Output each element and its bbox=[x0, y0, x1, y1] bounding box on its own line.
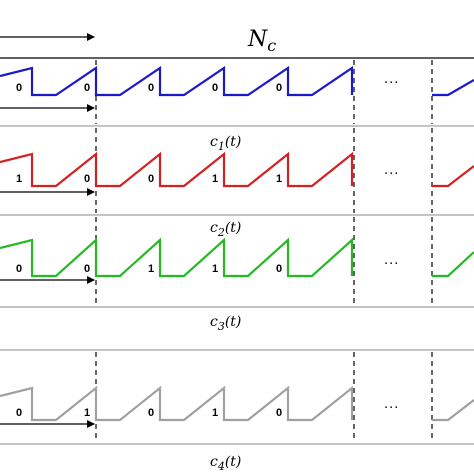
code-bit-label: 1 bbox=[16, 173, 22, 185]
code-bit-label: 1 bbox=[212, 407, 218, 419]
code-bit-label: 1 bbox=[276, 173, 282, 185]
code-bit-label: 1 bbox=[84, 407, 90, 419]
code-bit-label: 1 bbox=[212, 263, 218, 275]
code-bit-label: 0 bbox=[16, 263, 22, 275]
ellipsis: ··· bbox=[384, 257, 399, 272]
code-bit-label: 0 bbox=[148, 407, 154, 419]
code-bit-label: 0 bbox=[148, 82, 154, 94]
code-waveform-tail bbox=[432, 79, 474, 97]
code-waveform bbox=[0, 151, 354, 188]
code-bit-label: 0 bbox=[16, 82, 22, 94]
ellipsis: ··· bbox=[384, 76, 399, 91]
code-bit-label: 0 bbox=[16, 407, 22, 419]
code-rows: ···0 0 0 0 0c1(t)···1 0 0 1 1c2(t)···0 0 1 1 0c3(t)·… bbox=[0, 60, 474, 473]
code-caption: c4(t) bbox=[210, 454, 241, 473]
code-caption: c1(t) bbox=[210, 134, 241, 153]
code-bit-label: 0 bbox=[148, 173, 154, 185]
ellipsis: ··· bbox=[384, 401, 399, 416]
code-waveform-tail bbox=[432, 165, 474, 188]
code-waveform bbox=[0, 385, 354, 422]
code-bit-label: 0 bbox=[276, 263, 282, 275]
code-bit-label: 1 bbox=[148, 263, 154, 275]
code-row-4: ··· 0 1 0 1 0 c4(t) bbox=[0, 349, 474, 473]
nc-title: Nc bbox=[247, 27, 276, 55]
code-waveform-tail bbox=[432, 399, 474, 422]
code-bit-label: 0 bbox=[276, 407, 282, 419]
code-bit-label: 1 bbox=[212, 173, 218, 185]
code-waveform bbox=[0, 237, 354, 278]
code-bit-label: 0 bbox=[84, 82, 90, 94]
code-row-2: ··· 1 0 0 1 1 c2(t) bbox=[0, 125, 474, 239]
code-waveform-tail bbox=[432, 251, 474, 278]
code-waveform bbox=[0, 65, 354, 97]
code-bit-label: 0 bbox=[84, 173, 90, 185]
code-caption: c2(t) bbox=[210, 220, 241, 239]
code-bit-label: 0 bbox=[84, 263, 90, 275]
code-bit-label: 0 bbox=[276, 82, 282, 94]
code-bit-label: 0 bbox=[212, 82, 218, 94]
code-row-3: ··· 0 0 1 1 0 c3(t) bbox=[0, 214, 474, 333]
nc-subscript: c bbox=[267, 36, 276, 55]
code-caption: c3(t) bbox=[210, 314, 241, 333]
ellipsis: ··· bbox=[384, 167, 399, 182]
code-row-1: ··· 0 0 0 0 0 c1(t) bbox=[0, 60, 474, 153]
